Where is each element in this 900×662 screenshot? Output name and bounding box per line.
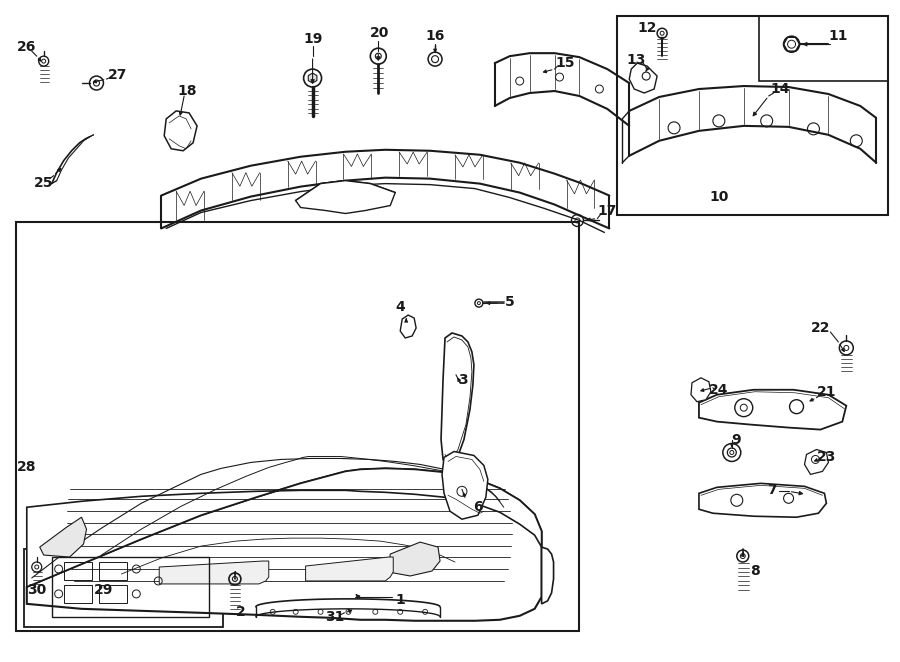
Polygon shape xyxy=(400,315,416,338)
Text: 24: 24 xyxy=(709,383,729,397)
Polygon shape xyxy=(784,37,799,51)
Text: 2: 2 xyxy=(236,605,246,619)
Polygon shape xyxy=(159,561,269,584)
Text: 31: 31 xyxy=(325,610,344,624)
Text: 17: 17 xyxy=(598,203,617,218)
Bar xyxy=(64,562,92,580)
Polygon shape xyxy=(699,390,846,430)
Text: 5: 5 xyxy=(505,295,515,309)
Text: 11: 11 xyxy=(829,29,848,43)
Bar xyxy=(51,557,209,617)
Polygon shape xyxy=(296,181,395,214)
Text: 27: 27 xyxy=(108,68,127,82)
Polygon shape xyxy=(309,73,317,83)
Text: 8: 8 xyxy=(750,564,760,578)
Polygon shape xyxy=(306,557,393,581)
Text: 13: 13 xyxy=(626,53,646,67)
Bar xyxy=(759,17,888,81)
Text: 21: 21 xyxy=(816,385,836,399)
Bar xyxy=(617,17,888,216)
Text: 29: 29 xyxy=(94,583,113,597)
Polygon shape xyxy=(805,449,828,475)
Text: 12: 12 xyxy=(637,21,657,35)
Text: 7: 7 xyxy=(767,483,777,497)
Polygon shape xyxy=(542,547,554,604)
Text: 14: 14 xyxy=(771,82,790,96)
Bar xyxy=(16,222,580,631)
Bar xyxy=(100,585,128,603)
Text: 9: 9 xyxy=(731,432,741,447)
Text: 18: 18 xyxy=(177,84,197,98)
Text: 16: 16 xyxy=(426,29,445,43)
Text: 28: 28 xyxy=(17,461,37,475)
Polygon shape xyxy=(164,111,197,151)
Text: 3: 3 xyxy=(458,373,468,387)
Text: 4: 4 xyxy=(395,300,405,314)
Text: 10: 10 xyxy=(709,189,729,204)
Text: 26: 26 xyxy=(17,40,37,54)
Text: 22: 22 xyxy=(811,321,830,335)
Polygon shape xyxy=(442,451,488,519)
Bar xyxy=(64,585,92,603)
Polygon shape xyxy=(441,333,474,469)
Polygon shape xyxy=(27,469,542,621)
Polygon shape xyxy=(40,517,86,557)
Text: 25: 25 xyxy=(34,175,53,189)
Text: 20: 20 xyxy=(370,26,389,40)
Text: 19: 19 xyxy=(304,32,323,46)
Text: 6: 6 xyxy=(473,500,482,514)
Polygon shape xyxy=(388,542,440,576)
Polygon shape xyxy=(27,469,542,587)
Text: 1: 1 xyxy=(395,593,405,607)
Text: 30: 30 xyxy=(27,583,47,597)
Bar xyxy=(23,549,223,627)
Polygon shape xyxy=(629,63,657,93)
Text: 23: 23 xyxy=(816,450,836,465)
Polygon shape xyxy=(691,378,711,402)
Polygon shape xyxy=(699,483,826,517)
Text: 15: 15 xyxy=(556,56,575,70)
Bar xyxy=(100,562,128,580)
